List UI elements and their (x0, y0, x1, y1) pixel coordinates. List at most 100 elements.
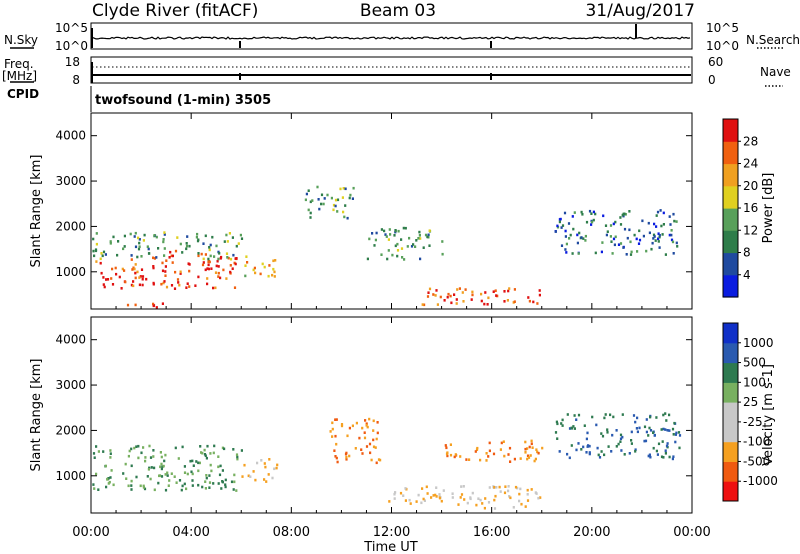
heatmap-cell (197, 238, 200, 242)
heatmap-cell (603, 416, 606, 420)
x-tick-label: 00:00 (72, 525, 109, 540)
heatmap-cell (204, 480, 207, 483)
heatmap-cell (600, 432, 603, 435)
heatmap-cell (185, 242, 188, 245)
heatmap-cell (465, 458, 468, 461)
heatmap-cell (358, 436, 361, 440)
heatmap-cell (109, 476, 112, 479)
heatmap-cell (209, 243, 212, 247)
heatmap-cell (475, 448, 479, 451)
colorbar-tick-label: 1000 (743, 336, 774, 350)
heatmap-cell (272, 259, 275, 263)
heatmap-cell (678, 434, 682, 437)
heatmap-cell (217, 271, 220, 275)
heatmap-cell (396, 249, 400, 252)
freq-top-label: 18 (65, 55, 80, 69)
heatmap-cell (110, 277, 113, 280)
heatmap-cell (414, 245, 417, 248)
heatmap-cell (597, 453, 600, 457)
heatmap-cell (535, 448, 538, 451)
heatmap-cell (388, 500, 391, 503)
heatmap-cell (538, 293, 541, 297)
nave-label: Nave (760, 65, 791, 79)
heatmap-cell (104, 464, 107, 468)
heatmap-cell (108, 480, 111, 484)
heatmap-cell (268, 458, 271, 461)
heatmap-cell (271, 273, 274, 277)
heatmap-cell (512, 301, 515, 304)
heatmap-cell (212, 451, 215, 455)
heatmap-cell (649, 455, 652, 459)
heatmap-cell (178, 479, 182, 482)
heatmap-cell (648, 426, 651, 430)
heatmap-cell (495, 486, 498, 489)
colorbar-segment (723, 461, 738, 482)
heatmap-cell (534, 457, 537, 461)
heatmap-cell (192, 464, 195, 467)
heatmap-cell (208, 246, 211, 249)
heatmap-cell (559, 217, 562, 221)
heatmap-cell (335, 442, 338, 446)
heatmap-cell (532, 300, 535, 304)
heatmap-cell (95, 445, 98, 448)
heatmap-cell (457, 503, 460, 506)
heatmap-cell (197, 254, 200, 258)
heatmap-cell (554, 431, 558, 434)
heatmap-cell (428, 229, 431, 232)
heatmap-cell (386, 257, 389, 261)
colorbar-tick-label: 8 (743, 246, 751, 260)
heatmap-cell (476, 446, 479, 450)
heatmap-cell (134, 245, 138, 249)
heatmap-cell (207, 257, 210, 261)
heatmap-cell (380, 253, 383, 256)
nsky-bottom-label: 10^0 (55, 39, 88, 53)
heatmap-cell (415, 239, 418, 242)
heatmap-cell (247, 474, 250, 478)
heatmap-cell (483, 302, 486, 306)
heatmap-cell (348, 454, 351, 458)
heatmap-cell (202, 242, 205, 245)
heatmap-cell (205, 476, 208, 480)
heatmap-cell (352, 186, 355, 190)
heatmap-cell (334, 204, 337, 208)
heatmap-cell (609, 235, 612, 238)
heatmap-cell (213, 444, 216, 448)
colorbar-segment (723, 185, 738, 209)
heatmap-cell (509, 460, 512, 463)
heatmap-cell (526, 457, 529, 461)
heatmap-cell (127, 454, 130, 458)
heatmap-cell (342, 187, 345, 190)
freq-panel (90, 56, 693, 84)
heatmap-cell (227, 256, 230, 260)
heatmap-cell (560, 244, 564, 247)
heatmap-cell (498, 485, 501, 489)
velocity-heatmap (92, 412, 682, 510)
heatmap-cell (155, 235, 158, 239)
heatmap-cell (232, 488, 235, 491)
heatmap-cell (537, 451, 540, 455)
heatmap-cell (625, 253, 628, 256)
heatmap-cell (320, 193, 324, 197)
heatmap-cell (330, 196, 333, 200)
heatmap-cell (205, 474, 208, 477)
heatmap-cell (226, 240, 229, 243)
heatmap-cell (661, 440, 664, 443)
heatmap-cell (134, 263, 137, 266)
heatmap-cell (174, 270, 177, 274)
heatmap-cell (152, 266, 155, 270)
heatmap-cell (305, 192, 308, 196)
heatmap-cell (256, 461, 259, 465)
heatmap-cell (160, 462, 163, 466)
heatmap-cell (581, 213, 584, 216)
heatmap-cell (232, 448, 235, 451)
heatmap-cell (419, 237, 422, 240)
heatmap-cell (365, 422, 368, 425)
heatmap-cell (594, 251, 597, 255)
heatmap-cell (130, 258, 133, 261)
heatmap-cell (664, 253, 667, 256)
heatmap-cell (332, 203, 336, 207)
heatmap-cell (426, 492, 429, 495)
heatmap-cell (519, 487, 522, 491)
velocity-y-axis: 1000 2000 3000 4000 (55, 333, 692, 483)
y-tick-label: 3000 (55, 378, 86, 392)
